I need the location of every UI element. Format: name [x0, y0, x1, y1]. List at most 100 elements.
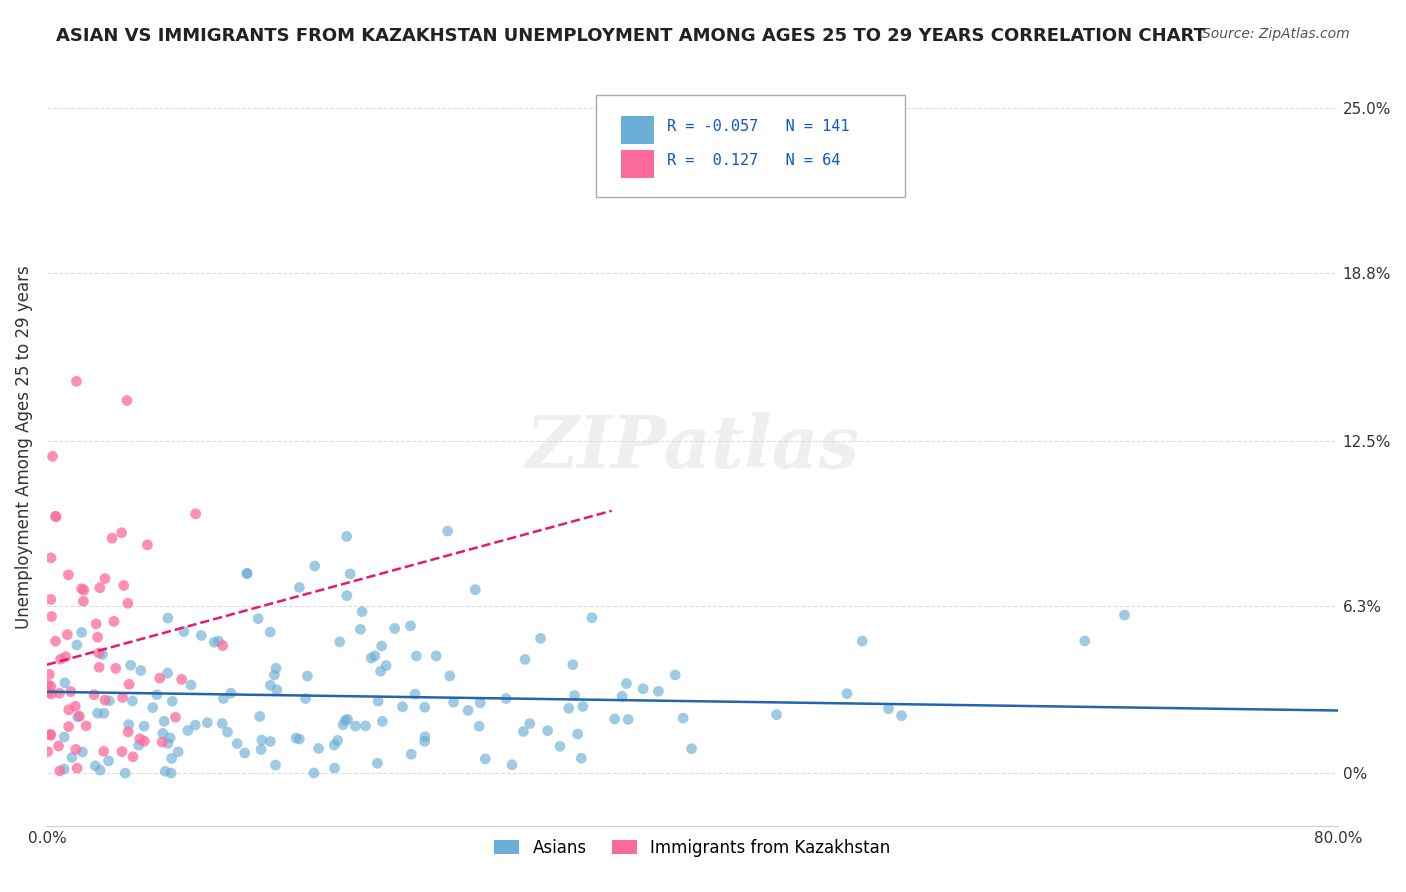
Point	[89, 660, 111, 674]
Point	[529, 632, 551, 646]
Bar	[621, 115, 654, 145]
Point	[129, 731, 152, 746]
Point	[249, 709, 271, 723]
Point	[436, 524, 458, 538]
Point	[53, 730, 76, 744]
Point	[371, 714, 394, 729]
Point	[413, 700, 436, 714]
Point	[835, 687, 858, 701]
Point	[65, 742, 87, 756]
Point	[87, 646, 110, 660]
Point	[66, 710, 89, 724]
Point	[59, 684, 82, 698]
Point	[118, 717, 141, 731]
Point	[153, 714, 176, 729]
Point	[39, 727, 62, 741]
Point	[259, 625, 281, 640]
Point	[93, 744, 115, 758]
Point	[70, 625, 93, 640]
Point	[39, 680, 62, 694]
Point	[308, 741, 330, 756]
Point	[66, 638, 89, 652]
Point	[285, 731, 308, 745]
Point	[48, 686, 70, 700]
Point	[44, 634, 66, 648]
Point	[384, 622, 406, 636]
Point	[647, 684, 669, 698]
Point	[344, 719, 367, 733]
Point	[48, 739, 70, 753]
Bar	[621, 150, 654, 178]
Point	[495, 691, 517, 706]
Point	[136, 538, 159, 552]
Point	[56, 627, 79, 641]
Point	[332, 717, 354, 731]
Point	[512, 724, 534, 739]
Point	[405, 648, 427, 663]
Point	[468, 719, 491, 733]
Point	[569, 751, 592, 765]
Point	[49, 652, 72, 666]
Point	[464, 582, 486, 597]
Point	[84, 758, 107, 772]
Point	[326, 733, 349, 747]
Point	[39, 550, 62, 565]
Point	[134, 719, 156, 733]
Point	[323, 761, 346, 775]
Point	[364, 648, 387, 663]
Point	[38, 667, 60, 681]
Point	[120, 658, 142, 673]
Point	[336, 712, 359, 726]
Point	[150, 735, 173, 749]
Point	[474, 752, 496, 766]
Point	[101, 531, 124, 545]
Point	[118, 677, 141, 691]
Point	[250, 733, 273, 747]
Point	[304, 558, 326, 573]
Point	[39, 592, 62, 607]
Point	[117, 596, 139, 610]
Point	[561, 657, 583, 672]
Point	[413, 730, 436, 744]
Point	[399, 619, 422, 633]
Point	[104, 661, 127, 675]
Point	[536, 723, 558, 738]
Point	[360, 651, 382, 665]
Point	[84, 616, 107, 631]
Point	[129, 664, 152, 678]
Point	[236, 566, 259, 581]
Point	[37, 678, 59, 692]
Point	[425, 648, 447, 663]
Point	[103, 615, 125, 629]
Point	[65, 374, 87, 388]
Point	[111, 690, 134, 705]
Point	[336, 529, 359, 543]
Text: R =  0.127   N = 64: R = 0.127 N = 64	[666, 153, 839, 169]
Point	[370, 664, 392, 678]
Point	[67, 709, 90, 723]
FancyBboxPatch shape	[596, 95, 905, 197]
Point	[375, 658, 398, 673]
Point	[111, 745, 134, 759]
Point	[288, 581, 311, 595]
Point	[128, 738, 150, 752]
Point	[114, 766, 136, 780]
Point	[91, 648, 114, 662]
Point	[121, 694, 143, 708]
Point	[93, 706, 115, 721]
Point	[877, 702, 900, 716]
Point	[323, 738, 346, 752]
Point	[195, 715, 218, 730]
Point	[513, 652, 536, 666]
Point	[335, 714, 357, 728]
Point	[97, 754, 120, 768]
Point	[399, 747, 422, 762]
Point	[55, 649, 77, 664]
Point	[152, 726, 174, 740]
Point	[72, 594, 94, 608]
Point	[349, 622, 371, 636]
Point	[404, 687, 426, 701]
Point	[115, 393, 138, 408]
Point	[367, 694, 389, 708]
Point	[155, 764, 177, 779]
